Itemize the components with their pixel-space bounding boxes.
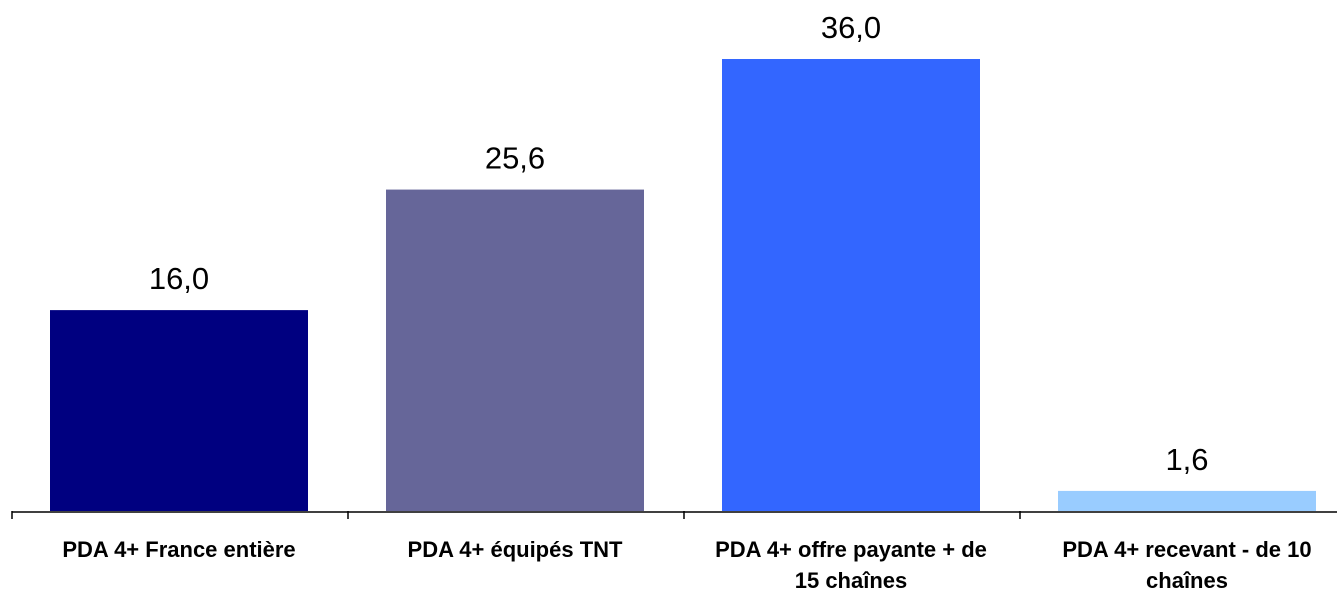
category-label: PDA 4+ recevant - de 10 chaînes bbox=[1062, 537, 1311, 592]
data-label: 36,0 bbox=[821, 10, 881, 45]
data-label: 25,6 bbox=[485, 141, 545, 176]
category-label-line: 15 chaînes bbox=[795, 568, 908, 592]
bar bbox=[722, 59, 980, 511]
category-label: PDA 4+ offre payante + de 15 chaînes bbox=[715, 537, 987, 592]
category-label-line: PDA 4+ France entière bbox=[62, 537, 295, 562]
category-label: PDA 4+ France entière bbox=[62, 537, 295, 562]
x-axis-ticks bbox=[11, 511, 1021, 519]
bars-group bbox=[50, 59, 1316, 512]
category-label: PDA 4+ équipés TNT bbox=[408, 537, 624, 562]
bar bbox=[386, 189, 644, 512]
category-labels-group: PDA 4+ France entière PDA 4+ équipés TNT P… bbox=[62, 537, 1311, 592]
category-label-line: PDA 4+ équipés TNT bbox=[408, 537, 624, 562]
data-label: 1,6 bbox=[1165, 442, 1208, 477]
category-label-line: PDA 4+ offre payante + de bbox=[715, 537, 987, 562]
bar bbox=[50, 310, 308, 511]
data-label: 16,0 bbox=[149, 261, 209, 296]
bar bbox=[1058, 490, 1316, 511]
value-labels-group: 16,0 25,6 36,0 1,6 bbox=[149, 10, 1209, 477]
category-label-line: PDA 4+ recevant - de 10 bbox=[1062, 537, 1311, 562]
category-label-line: chaînes bbox=[1146, 568, 1228, 592]
